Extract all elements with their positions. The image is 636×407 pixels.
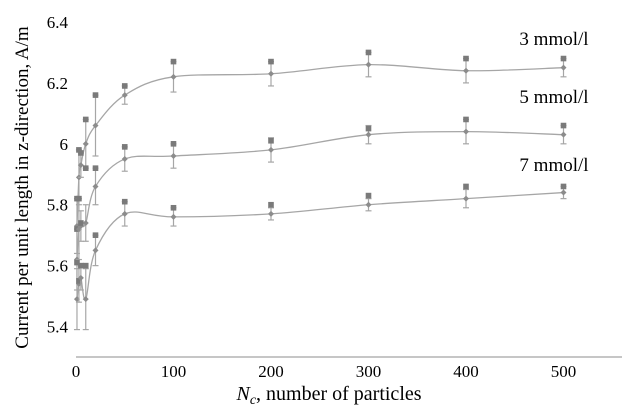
series-line — [76, 191, 564, 301]
data-point — [170, 153, 177, 159]
series-label: 7 mmol/l — [519, 155, 588, 176]
marker-square — [78, 220, 84, 226]
marker-square — [76, 147, 82, 153]
marker-square — [170, 58, 177, 65]
data-point — [560, 64, 567, 71]
series-label: 5 mmol/l — [519, 87, 588, 108]
data-point — [268, 146, 274, 153]
series-label: 3 mmol/l — [519, 29, 588, 50]
marker-square — [74, 259, 80, 266]
data-point — [121, 92, 128, 99]
data-point — [92, 183, 99, 190]
data-point — [365, 201, 372, 208]
marker-square — [121, 83, 128, 89]
x-axis-label-text: , number of particles — [256, 383, 422, 405]
y-tick-label: 6.2 — [47, 74, 68, 93]
marker-square — [170, 204, 177, 211]
data-point — [365, 61, 372, 68]
x-tick-label: 200 — [258, 362, 284, 381]
y-tick-label: 6.4 — [47, 13, 69, 32]
marker-square — [463, 55, 469, 62]
series-1 — [73, 49, 567, 255]
data-point — [82, 220, 89, 226]
marker-square — [560, 183, 567, 190]
data-point — [170, 73, 177, 80]
marker-square — [82, 262, 89, 269]
marker-square — [82, 165, 89, 171]
y-tick-label: 6 — [60, 135, 69, 154]
y-tick-label: 5.8 — [47, 196, 68, 215]
marker-square — [76, 195, 82, 202]
series-3 — [73, 183, 567, 331]
marker-square — [268, 201, 274, 208]
x-tick-label: 0 — [72, 362, 81, 381]
data-point — [560, 131, 567, 138]
series-line — [76, 63, 564, 227]
data-point — [82, 140, 89, 147]
data-point — [365, 131, 372, 138]
x-tick-label: 500 — [551, 362, 577, 381]
marker-square — [92, 165, 99, 171]
data-point — [77, 162, 84, 169]
data-point — [170, 213, 177, 220]
series-line — [76, 130, 564, 260]
marker-square — [463, 116, 469, 123]
data-point — [121, 210, 128, 217]
marker-square — [365, 192, 372, 199]
series-layer — [73, 49, 567, 331]
x-tick-label: 300 — [356, 362, 382, 381]
marker-square — [560, 122, 567, 129]
marker-square — [92, 232, 99, 238]
x-axis-label-subscript: c — [250, 393, 257, 407]
data-point — [92, 122, 99, 129]
data-point — [77, 274, 84, 281]
data-point — [121, 156, 128, 163]
marker-square — [78, 150, 84, 156]
marker-square — [92, 92, 99, 98]
marker-square — [121, 144, 128, 150]
marker-square — [365, 49, 372, 56]
data-point — [560, 189, 567, 196]
marker-square — [365, 125, 372, 132]
marker-square — [268, 137, 274, 144]
tick-labels: 5.4 5.6 5.8 6 6.2 6.4 0 100 200 300 400 500 — [47, 13, 577, 381]
y-axis-label: Current per unit length in z-direction, … — [12, 26, 33, 349]
data-point — [463, 128, 469, 135]
marker-square — [121, 198, 128, 205]
data-point — [463, 67, 469, 74]
series-2 — [73, 116, 567, 291]
data-point — [463, 195, 469, 202]
data-point — [268, 70, 274, 77]
marker-square — [76, 278, 82, 284]
x-axis-label: Nc, number of particles — [235, 383, 421, 407]
x-tick-label: 100 — [161, 362, 187, 381]
x-axis-label-symbol: N — [235, 383, 251, 405]
marker-square — [560, 55, 567, 62]
marker-square — [78, 262, 84, 269]
marker-square — [268, 58, 274, 65]
y-tick-label: 5.4 — [47, 318, 69, 337]
data-point — [82, 296, 89, 303]
marker-square — [463, 183, 469, 190]
marker-square — [82, 116, 89, 123]
x-tick-label: 400 — [453, 362, 479, 381]
marker-square — [170, 141, 177, 147]
data-point — [92, 247, 99, 254]
y-tick-label: 5.6 — [47, 257, 68, 276]
series-labels: 3 mmol/l 5 mmol/l 7 mmol/l — [519, 29, 588, 176]
data-point — [268, 210, 274, 217]
